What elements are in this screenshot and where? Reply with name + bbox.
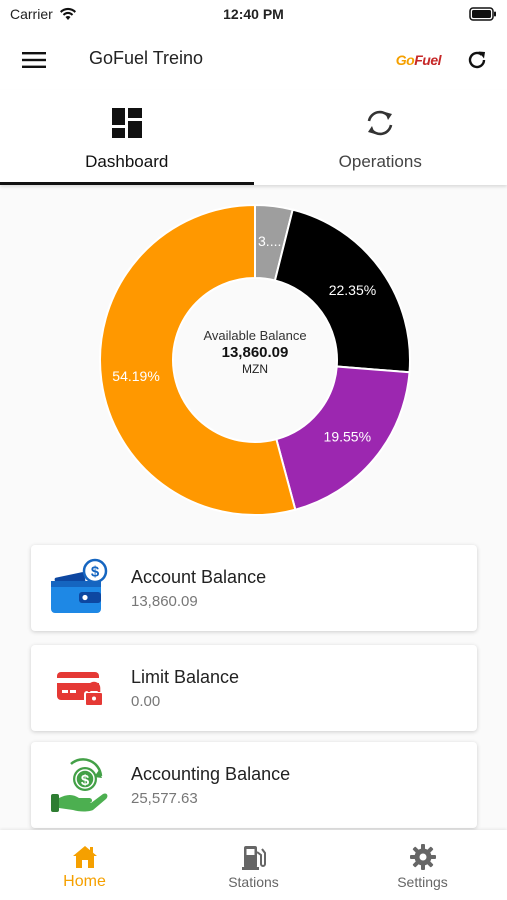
gear-icon [409, 844, 436, 870]
nav-settings-label: Settings [397, 874, 448, 890]
app-bar: GoFuel Treino GoFuel [0, 30, 507, 90]
hamburger-menu-icon [22, 52, 46, 68]
bottom-navigation: Home Stations [0, 830, 507, 900]
tab-dashboard[interactable]: Dashboard [0, 90, 254, 185]
tab-active-indicator [0, 182, 254, 185]
sync-icon [367, 110, 393, 136]
carrier-group: Carrier [10, 6, 77, 22]
currency-unit: MZN [242, 362, 268, 376]
logo-go-text: Go [395, 52, 415, 68]
account-balance-value: 13,860.09 [131, 593, 198, 610]
limit-balance-title: Limit Balance [131, 667, 240, 687]
donut-slice-label-3: 54.19% [112, 368, 159, 384]
accounting-balance-title: Accounting Balance [131, 764, 291, 784]
donut-slice-3[interactable] [99, 203, 297, 516]
balance-donut-chart: 3.... 22.35% 19.55% 54.19% Available Balanc… [95, 200, 415, 520]
accounting-balance-card[interactable]: $ Accounting Balance 25,577.63 [31, 742, 477, 828]
wifi-icon [59, 7, 76, 20]
svg-text:$: $ [91, 564, 100, 581]
nav-home-label: Home [63, 873, 106, 890]
account-balance-card[interactable]: $ Account Balance 13,860.09 [31, 545, 477, 631]
tab-dashboard-label: Dashboard [85, 152, 169, 171]
account-balance-title: Account Balance [131, 567, 267, 587]
battery-icon [469, 7, 496, 21]
donut-center: Available Balance 13,860.09 MZN [155, 328, 355, 376]
donut-slice-label-2: 19.55% [324, 429, 371, 445]
donut-slice-2[interactable] [275, 365, 411, 511]
nav-stations[interactable]: Stations [169, 830, 338, 900]
svg-text:$: $ [81, 772, 90, 789]
limit-balance-value: 0.00 [131, 693, 161, 710]
available-balance-label: Available Balance [203, 328, 307, 343]
menu-button[interactable] [18, 45, 50, 75]
nav-stations-label: Stations [228, 874, 279, 890]
carrier-label: Carrier [10, 6, 53, 22]
fuel-pump-icon [241, 846, 266, 870]
available-balance-value: 13,860.09 [221, 344, 289, 361]
tab-operations[interactable]: Operations [254, 90, 507, 185]
accounting-balance-value: 25,577.63 [131, 790, 198, 807]
limit-balance-card[interactable]: Limit Balance 0.00 [31, 645, 477, 731]
status-time: 12:40 PM [223, 6, 284, 22]
logo-fuel-text: Fuel [414, 52, 441, 68]
donut-slice-1[interactable] [273, 208, 411, 374]
dashboard-grid-icon [111, 108, 142, 138]
tab-bar: Dashboard Operations [0, 90, 507, 185]
donut-slice-label-0: 3.... [258, 233, 281, 249]
status-bar: Carrier 12:40 PM [0, 0, 507, 30]
refresh-icon [468, 51, 486, 69]
nav-settings[interactable]: Settings [338, 830, 507, 900]
donut-svg: 3.... 22.35% 19.55% 54.19% [99, 203, 411, 516]
tab-operations-label: Operations [338, 152, 422, 171]
nav-home[interactable]: Home [0, 830, 169, 900]
hand-money-icon: $ [51, 758, 108, 812]
donut-slice-label-1: 22.35% [329, 282, 376, 298]
locked-card-icon [57, 672, 104, 707]
wallet-dollar-icon: $ [51, 558, 108, 613]
gofuel-logo: GoFuel [395, 52, 442, 68]
app-title: GoFuel Treino [89, 48, 204, 68]
home-icon [72, 846, 97, 868]
refresh-button[interactable] [461, 44, 493, 76]
